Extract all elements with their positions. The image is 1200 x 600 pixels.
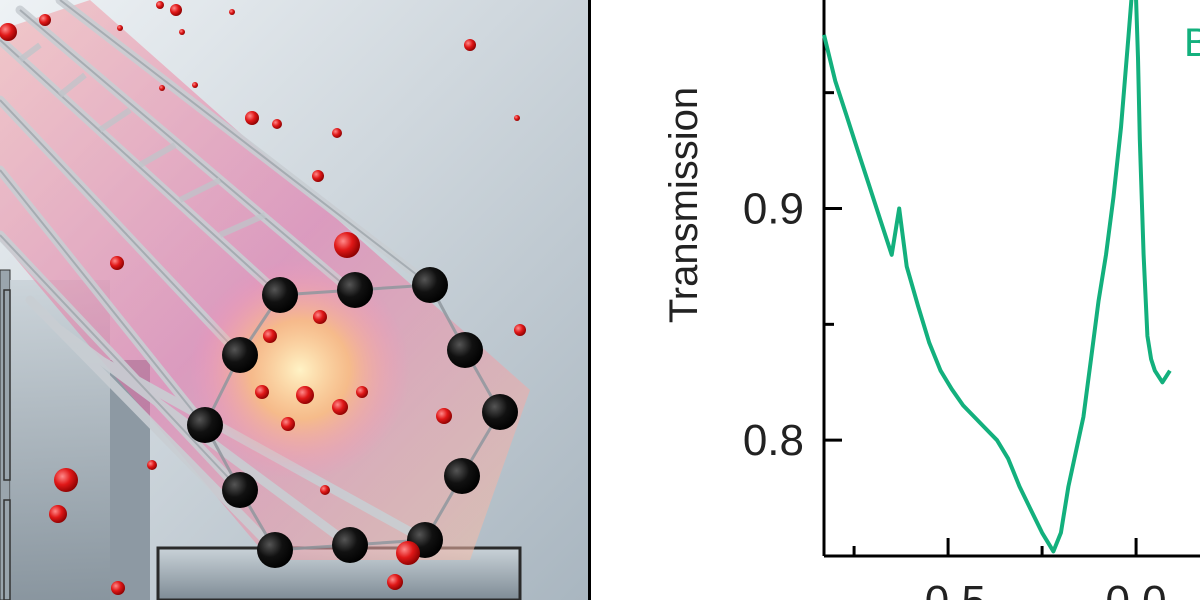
black-atoms bbox=[187, 267, 518, 568]
red-particles bbox=[0, 1, 526, 595]
tick-labels: 0.9 0.8 -0.5 0.0 bbox=[743, 185, 1167, 600]
series-layer bbox=[822, 0, 1172, 554]
x-tick-label-1: 0.0 bbox=[1105, 577, 1166, 600]
chart-svg: 0.9 0.8 -0.5 0.0 Transmission B bbox=[662, 0, 1200, 600]
y-axis-label: Transmission bbox=[662, 87, 706, 323]
legend-fragment: B bbox=[1184, 21, 1200, 65]
x-tick-label-0: -0.5 bbox=[910, 577, 986, 600]
nanotube bbox=[0, 0, 530, 560]
transmission-chart: 0.9 0.8 -0.5 0.0 Transmission B bbox=[591, 0, 1200, 600]
nanotube-illustration bbox=[0, 0, 588, 600]
panel-divider bbox=[588, 0, 591, 600]
axis-ticks bbox=[824, 91, 1138, 556]
series-line-0 bbox=[822, 0, 1172, 554]
y-tick-label-1: 0.8 bbox=[743, 416, 804, 465]
y-tick-label-0: 0.9 bbox=[743, 185, 804, 234]
